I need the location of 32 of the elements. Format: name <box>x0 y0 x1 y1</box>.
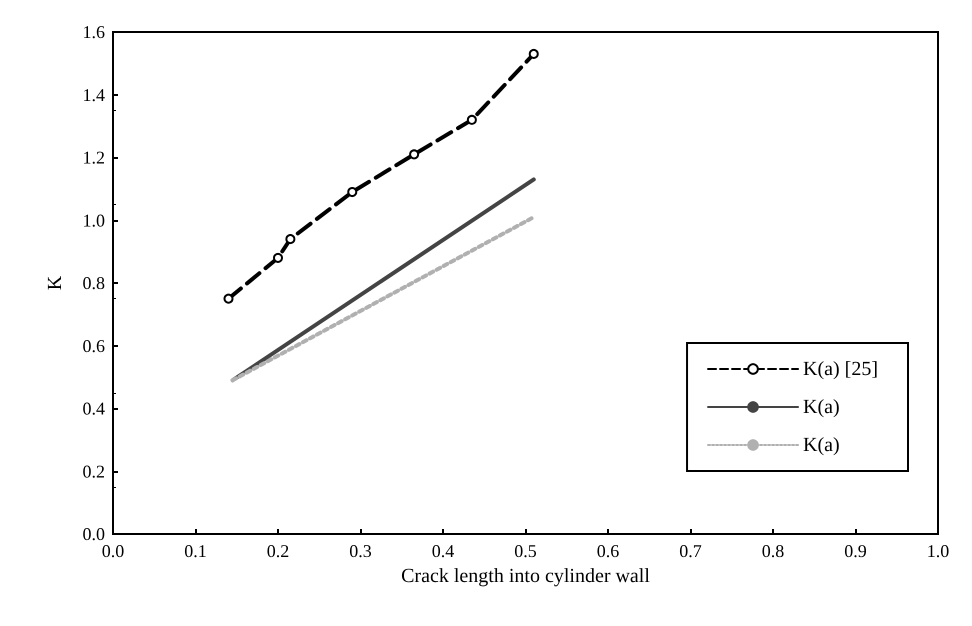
x-tick-label: 0.5 <box>514 541 537 561</box>
point <box>466 114 477 125</box>
y-tick-label: 0.4 <box>82 398 105 418</box>
point <box>285 234 296 244</box>
x-tick-label: 0.6 <box>596 541 620 561</box>
y-tick-label: 0.0 <box>82 524 105 544</box>
x-tick-label: 0.2 <box>266 541 290 561</box>
point <box>528 48 539 59</box>
x-tick-label: 1.0 <box>926 541 950 561</box>
y-tick-label: 0.2 <box>82 461 105 482</box>
x-tick-label: 0.8 <box>762 541 784 561</box>
x-tick-label: 0.3 <box>349 541 372 561</box>
y-tick-label: 0.8 <box>82 273 105 293</box>
x-tick-label: 0.0 <box>102 541 124 561</box>
y-tick-label: 1.4 <box>82 84 105 105</box>
point <box>224 294 234 304</box>
point <box>273 252 283 263</box>
x-tick-label: 0.4 <box>432 541 454 561</box>
y-tick-label: 1.0 <box>82 210 105 230</box>
legend-label: K(a) <box>803 434 840 456</box>
y-tick-label: 0.6 <box>82 336 105 356</box>
legend-label: K(a) <box>803 396 840 418</box>
point <box>409 149 420 160</box>
x-tick-label: 0.7 <box>679 541 702 561</box>
x-tick-label: 0.1 <box>184 541 207 561</box>
y-axis-title: K <box>44 275 66 290</box>
legend-label: K(a) [25] <box>803 358 878 380</box>
x-tick-label: 0.9 <box>844 541 867 561</box>
y-tick-label: 1.6 <box>82 22 105 42</box>
point <box>347 187 358 198</box>
x-axis-title: Crack length into cylinder wall <box>401 565 650 587</box>
y-tick-label: 1.2 <box>82 148 105 168</box>
